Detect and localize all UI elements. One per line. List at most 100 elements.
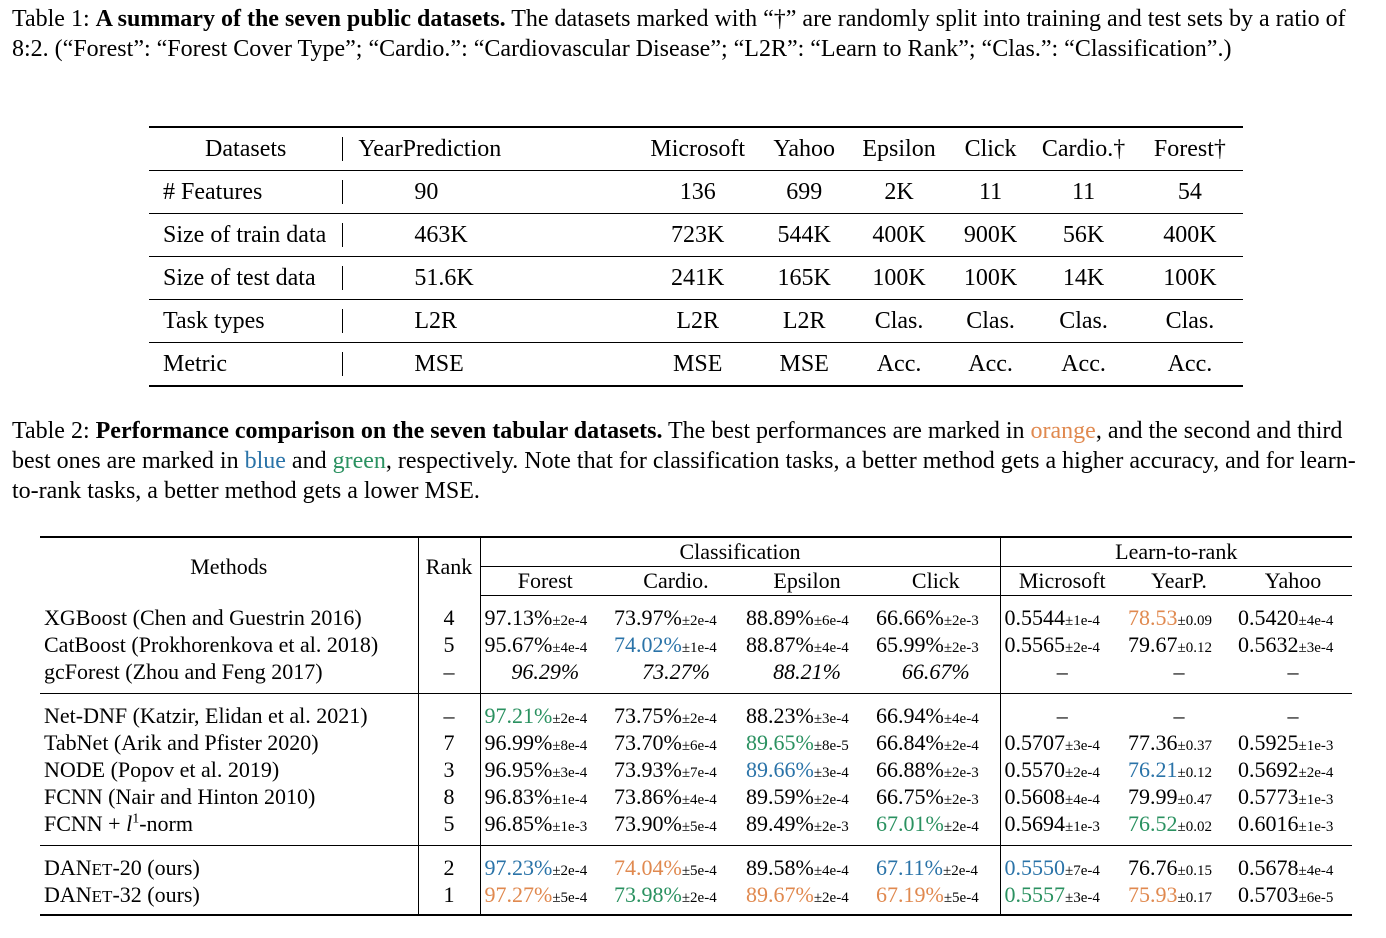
metric-std: ±5e-4 [552,889,588,906]
spacer-cell [1124,596,1234,605]
group-divider [40,837,1352,846]
spacer-cell [40,846,418,855]
metric-cell: 88.21% [742,658,872,685]
table1-row: Size of train data 463K 723K 544K 400K 900K 56… [149,213,1243,257]
group-spacer [40,693,1352,703]
metric-value: 89.58% [746,854,814,880]
metric-std: ±2e-4 [552,612,588,629]
metric-value: 0.6016 [1238,810,1299,836]
metric-cell: 73.98%±2e-4 [610,881,742,915]
metric-value: 0.5550 [1004,854,1066,880]
metric-value: 67.19% [876,881,944,907]
metric-value: 66.88% [876,756,944,782]
table1-cell: Clas. [1030,299,1137,343]
metric-cell: 97.21%±2e-4 [479,702,610,729]
table1-row: Task types L2R L2R L2R Clas. Clas. Clas. Clas. [149,299,1243,343]
metric-value: 96.83% [484,783,553,809]
metric-cell: 74.04%±5e-4 [610,854,742,881]
table1-cell: 544K [761,213,848,257]
spacer-cell [1124,846,1234,855]
table2-caption-b: , and the second and third best ones are… [12,418,1343,474]
metric-value: 0.5420 [1238,604,1299,630]
metric-std: ±6e-5 [1298,889,1334,906]
table1-cell: 100K [847,256,951,300]
method-name: XGBoost (Chen and Guestrin 2016) [44,604,362,630]
metric-std: ±2e-4 [681,889,717,906]
metric-std: ±4e-4 [552,639,588,656]
header-click: Click [872,566,1000,596]
method-name: CatBoost (Prokhorenkova et al. 2018) [44,631,379,657]
green-word: green [332,448,386,474]
metric-std: ±4e-4 [1065,791,1100,808]
spacer-cell [417,685,480,694]
metric-value: 73.90% [614,810,682,836]
metric-cell: 76.52±0.02 [1124,810,1234,837]
metric-value: 97.13% [484,604,553,630]
metric-value: – [1056,702,1068,728]
spacer-cell [479,693,610,702]
metric-cell: 73.90%±5e-4 [610,810,742,837]
metric-value: – [1056,658,1068,684]
spacer-cell [872,596,1000,605]
table1-cell: 900K [950,213,1031,257]
table1-cell: Acc. [968,350,1013,377]
spacer-cell [742,837,872,846]
metric-std: ±2e-4 [1298,764,1334,781]
metric-cell: 0.5703±6e-5 [1234,881,1352,915]
spacer-cell [999,845,1124,854]
metric-value: 96.99% [484,729,553,755]
metric-std: ±6e-4 [813,612,849,629]
metric-cell: – [999,658,1124,685]
metric-value: 96.29% [511,658,580,684]
metric-cell: 0.5570±2e-4 [999,756,1124,783]
table1-cell: 136 [634,170,762,214]
metric-value: 73.86% [614,783,682,809]
table2-caption-d: , respectively. Note that for classifica… [12,448,1356,504]
table2-caption: Table 2: Performance comparison on the s… [12,416,1378,506]
metric-cell: 66.66%±2e-3 [872,604,1000,631]
metric-std: ±1e-3 [552,818,588,835]
metric-cell: 97.27%±5e-4 [479,881,610,915]
metric-value: 0.5544 [1004,604,1066,630]
table1-cell: Clas. [950,299,1031,343]
spacer-cell [872,846,1000,855]
metric-std: ±6e-4 [681,737,717,754]
table1-title: A summary of the seven public datasets. [95,6,506,32]
orange-word: orange [1030,418,1096,444]
metric-std: ±1e-3 [1298,791,1334,808]
header-methods: Methods [190,553,268,579]
metric-value: 76.76 [1128,854,1178,880]
rank-cell: 3 [417,756,480,783]
spacer-cell [1234,694,1352,703]
metric-std: ±4e-4 [1298,862,1334,879]
metric-std: ±2e-3 [943,764,979,781]
metric-value: 79.67 [1128,631,1178,657]
spacer-cell [610,685,742,694]
metric-std: ±1e-4 [552,791,588,808]
table2-performance: Methods Rank Classification Learn-to-ran… [40,536,1352,916]
metric-std: ±2e-4 [813,889,849,906]
metric-std: ±2e-4 [813,791,849,808]
table1-caption: Table 1: A summary of the seven public d… [12,4,1378,64]
metric-std: ±2e-3 [943,612,979,629]
spacer-cell [872,685,1000,694]
metric-value: 0.5565 [1004,631,1066,657]
table1-row-label: Size of test data [149,256,343,300]
table1-cell: Microsoft [634,127,762,171]
metric-cell: 0.5707±3e-4 [999,729,1124,756]
metric-std: ±0.47 [1177,791,1212,808]
table1-cell: 723K [634,213,762,257]
metric-value: 0.5773 [1238,783,1299,809]
header-yahoo: Yahoo [1234,566,1352,596]
header-forest: Forest [479,566,610,596]
table1-row-label: Task types [149,299,343,343]
table1-header-label: Datasets [149,127,343,171]
metric-cell: 65.99%±2e-3 [872,631,1000,658]
metric-cell: 79.99±0.47 [1124,783,1234,810]
metric-std: ±4e-4 [681,791,717,808]
table1-row-label: Size of train data [149,213,343,257]
table1-cell: 165K [761,256,848,300]
table2-title: Performance comparison on the seven tabu… [95,418,663,444]
table1-cell: 100K [950,256,1031,300]
metric-cell: 73.75%±2e-4 [610,702,742,729]
